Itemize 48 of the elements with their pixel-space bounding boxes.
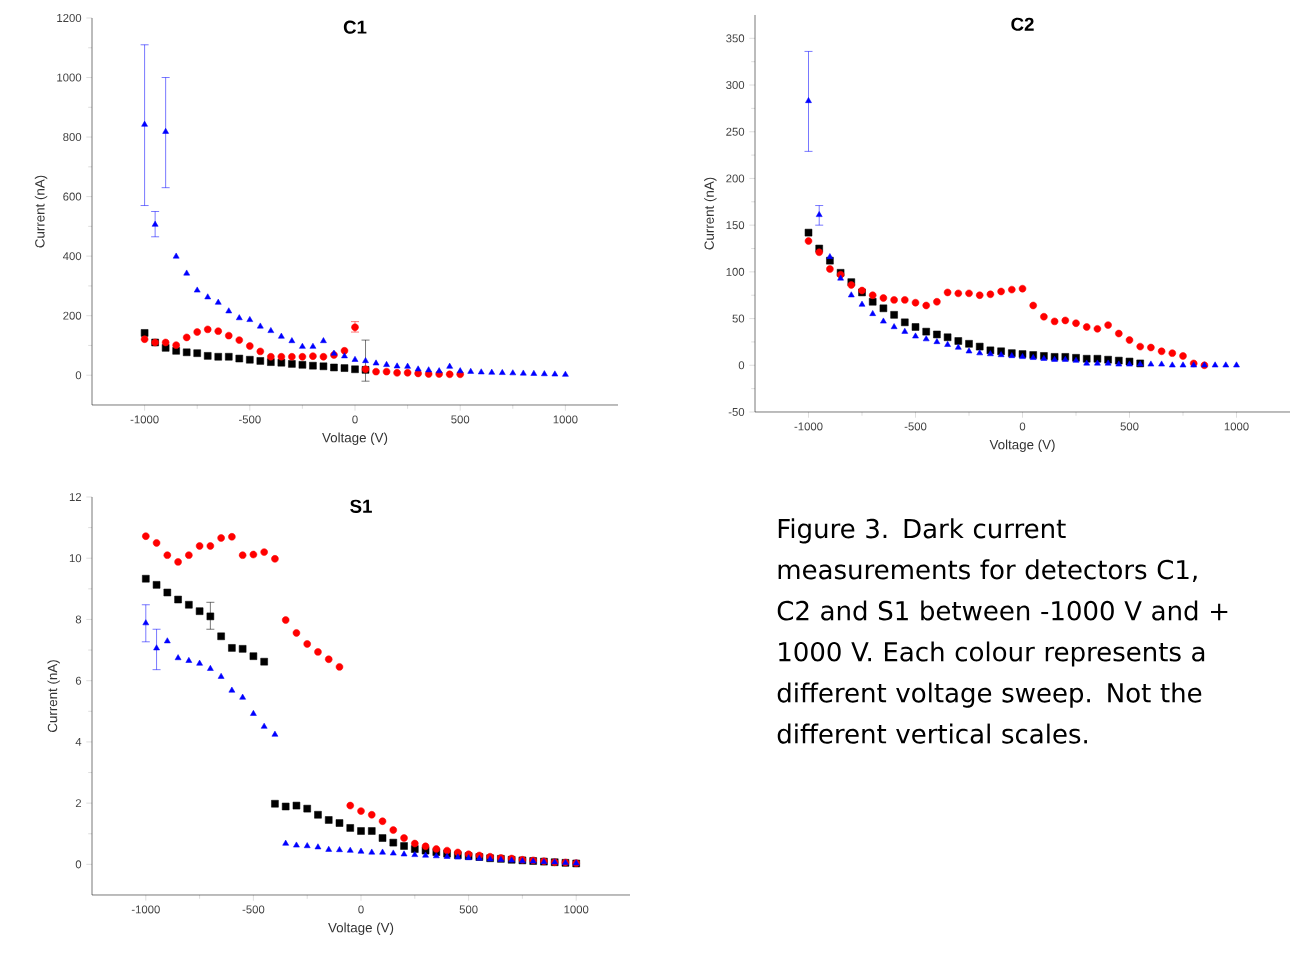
x-tick-label: -1000	[794, 422, 823, 431]
y-tick-label: 4	[75, 738, 82, 746]
y-tick-label: 2	[75, 799, 82, 808]
x-tick-label: 500	[459, 905, 478, 914]
y-tick-label: 8	[75, 615, 82, 624]
x-tick-label: -1000	[131, 905, 160, 914]
x-tick-label: 500	[451, 415, 470, 424]
chart-title: C2	[1011, 17, 1034, 31]
x-tick-label: 500	[1120, 422, 1139, 431]
chart-title: C1	[343, 20, 367, 34]
x-tick-label: -500	[242, 905, 265, 914]
y-axis-title: Current (nA)	[704, 177, 717, 250]
x-tick-label: 0	[1019, 422, 1026, 431]
y-tick-label: 0	[738, 361, 745, 370]
y-tick-label: 1200	[57, 13, 82, 22]
x-axis-title: Voltage (V)	[322, 432, 388, 445]
y-tick-label: 50	[732, 314, 745, 323]
y-tick-label: 0	[75, 371, 82, 380]
y-tick-label: 600	[63, 192, 82, 201]
y-tick-label: 1000	[57, 73, 82, 82]
x-tick-label: 1000	[564, 905, 589, 914]
y-tick-label: 12	[69, 493, 82, 501]
y-tick-label: 350	[726, 34, 745, 43]
x-tick-label: -500	[904, 422, 927, 431]
y-axis-title: Current (nA)	[47, 660, 60, 732]
y-tick-label: 6	[75, 676, 82, 685]
x-tick-label: 0	[352, 415, 358, 424]
y-tick-label: 300	[726, 81, 745, 90]
y-tick-label: 400	[62, 252, 82, 261]
x-tick-label: 1000	[1224, 422, 1249, 431]
x-tick-label: 1000	[553, 415, 578, 424]
x-tick-label: -1000	[130, 415, 159, 424]
y-tick-label: 200	[726, 174, 745, 183]
chart-title: S1	[350, 499, 372, 513]
y-tick-label: 100	[726, 267, 745, 276]
y-tick-label: -50	[728, 407, 745, 416]
x-tick-label: -500	[238, 415, 261, 424]
x-axis-title: Voltage (V)	[989, 439, 1055, 452]
y-tick-label: 150	[726, 221, 745, 230]
y-tick-label: 800	[63, 133, 82, 142]
y-axis-title: Current (nA)	[34, 175, 48, 248]
caption: Figure 3. Dark current measurements for detectors C1, C2 and S1 between -1000 V and + 1000 V. Each colour represents a different voltage sweep. Not the different vertical scales.	[777, 518, 1228, 744]
y-tick-label: 250	[726, 127, 745, 136]
y-tick-label: 10	[69, 554, 82, 563]
x-tick-label: 0	[358, 905, 364, 914]
y-tick-label: 200	[63, 311, 82, 320]
x-axis-title: Voltage (V)	[328, 922, 394, 935]
y-tick-label: 0	[75, 860, 82, 869]
